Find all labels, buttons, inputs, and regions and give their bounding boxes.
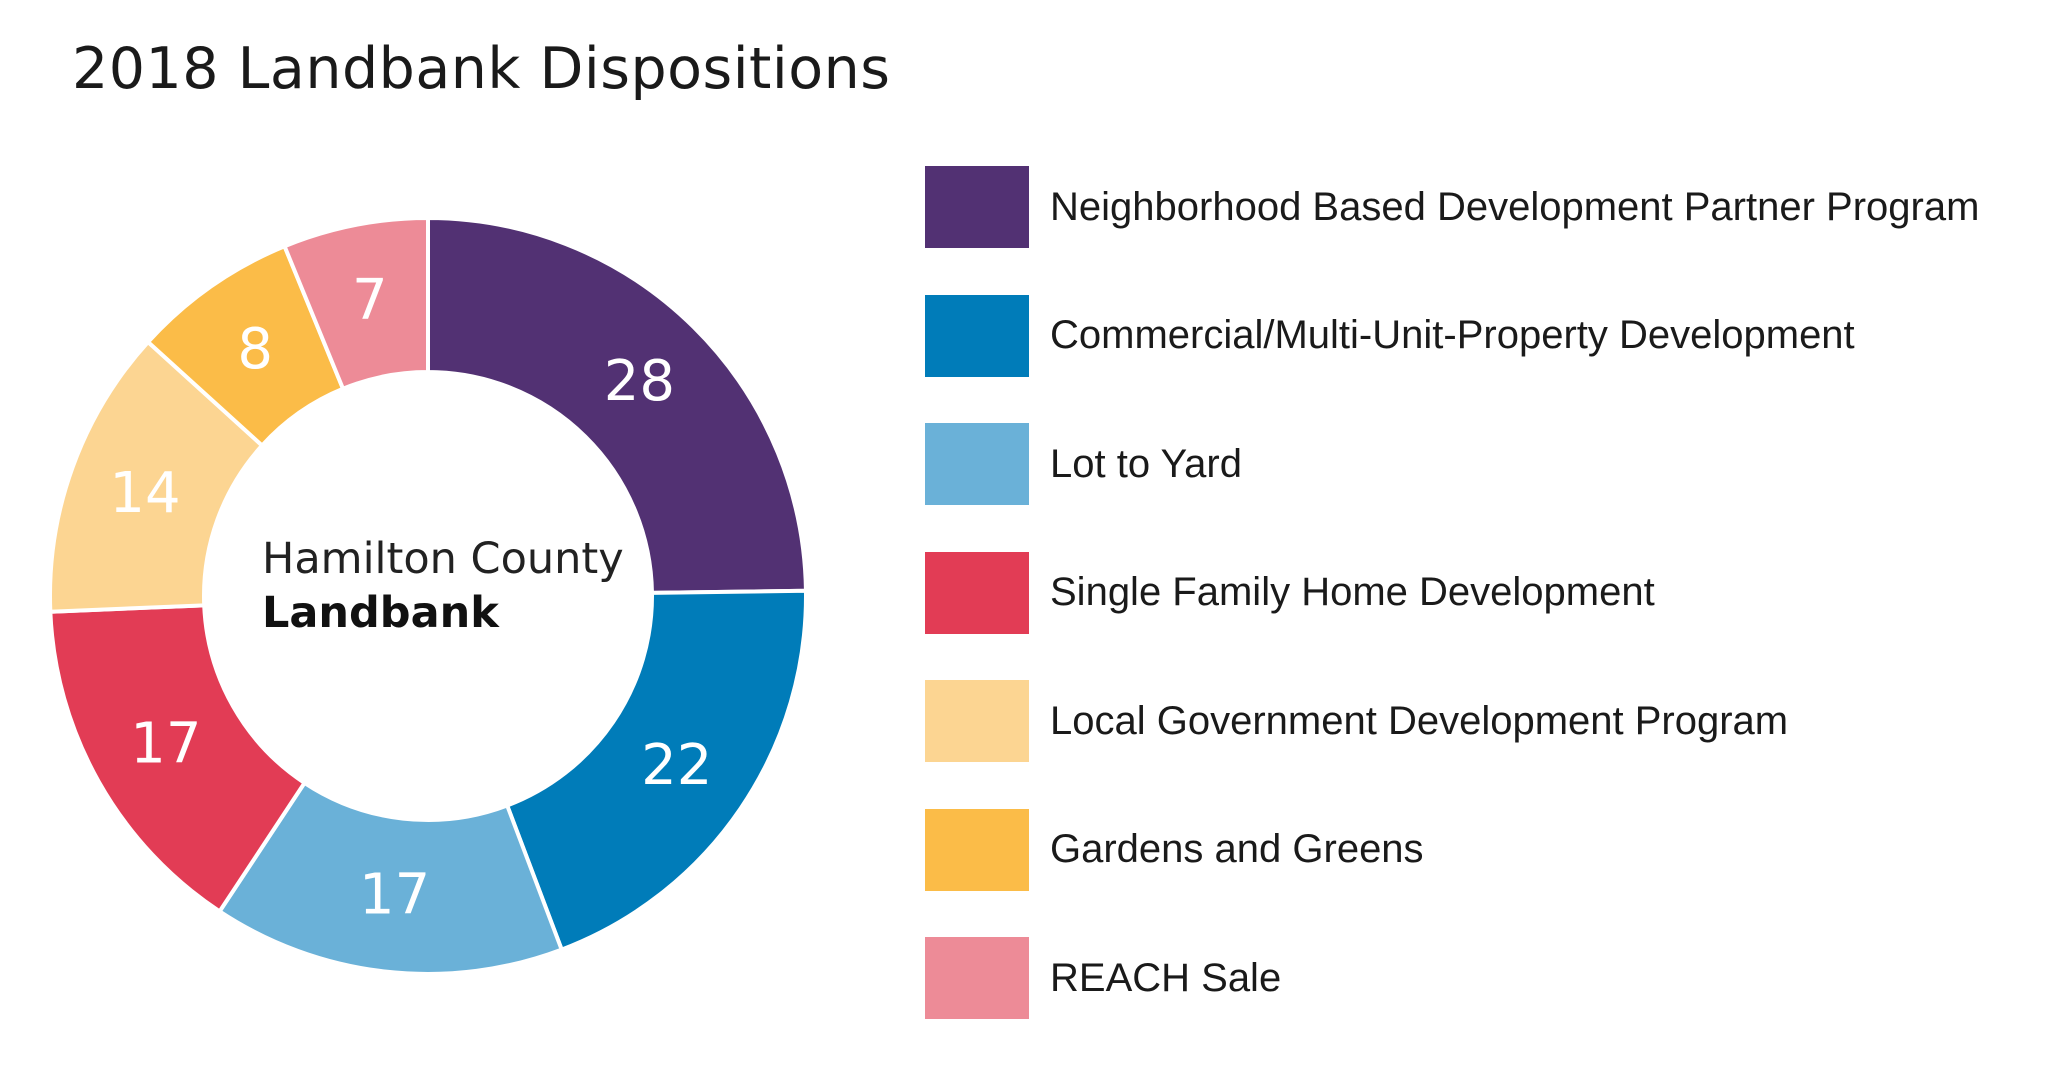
- legend-item-single-family-home-development: Single Family Home Development: [925, 551, 1655, 634]
- legend-item-gardens-and-greens: Gardens and Greens: [925, 808, 1424, 891]
- legend-swatch: [925, 808, 1029, 891]
- legend-swatch: [925, 937, 1029, 1019]
- slice-local-government-development-program: [48, 339, 265, 614]
- slice-lot-to-yard: [216, 780, 565, 976]
- slice-value-label: 14: [109, 461, 180, 526]
- legend-item-lot-to-yard: Lot to Yard: [925, 423, 1242, 505]
- legend-label: Lot to Yard: [1050, 441, 1242, 486]
- legend-swatch: [925, 680, 1029, 762]
- slice-reach-sale: [281, 215, 430, 392]
- slice-value-label: 8: [237, 317, 273, 382]
- slice-value-label: 7: [352, 268, 388, 333]
- legend-label: Commercial/Multi-Unit-Property Developme…: [1050, 313, 1855, 357]
- slice-value-label: 17: [359, 863, 430, 928]
- legend-item-reach-sale: REACH Sale: [925, 937, 1281, 1019]
- legend-swatch: [925, 423, 1029, 505]
- legend-swatch: [925, 294, 1029, 377]
- slice-single-family-home-development: [48, 603, 308, 915]
- donut-slices: [48, 215, 808, 976]
- center-label-line2: Landbank: [262, 588, 500, 638]
- legend-label: Single Family Home Development: [1050, 570, 1655, 614]
- slice-value-label: 28: [604, 349, 675, 414]
- legend-swatch: [925, 166, 1029, 248]
- chart-title: 2018 Landbank Dispositions: [72, 36, 891, 102]
- slice-commercial-multi-unit-property-development: [504, 588, 808, 953]
- center-label-line1: Hamilton County: [262, 534, 624, 584]
- legend-item-local-government-development-program: Local Government Development Program: [925, 680, 1788, 762]
- legend-item-commercial-multi-unit-property-development: Commercial/Multi-Unit-Property Developme…: [925, 294, 1855, 377]
- legend-label: Gardens and Greens: [1050, 827, 1424, 871]
- slice-labels: 28 22 17 17 14 8 7: [109, 268, 712, 927]
- slice-neighborhood-based-development-partner-program: [426, 215, 808, 595]
- legend-label: REACH Sale: [1050, 955, 1282, 1000]
- slice-value-label: 17: [130, 712, 201, 777]
- slice-value-label: 22: [641, 733, 712, 798]
- legend-label: Local Government Development Program: [1050, 698, 1789, 743]
- legend-item-neighborhood-based-development-partner-program: Neighborhood Based Development Partner P…: [925, 166, 1979, 248]
- legend-label: Neighborhood Based Development Partner P…: [1050, 184, 1980, 229]
- legend-swatch: [925, 551, 1029, 634]
